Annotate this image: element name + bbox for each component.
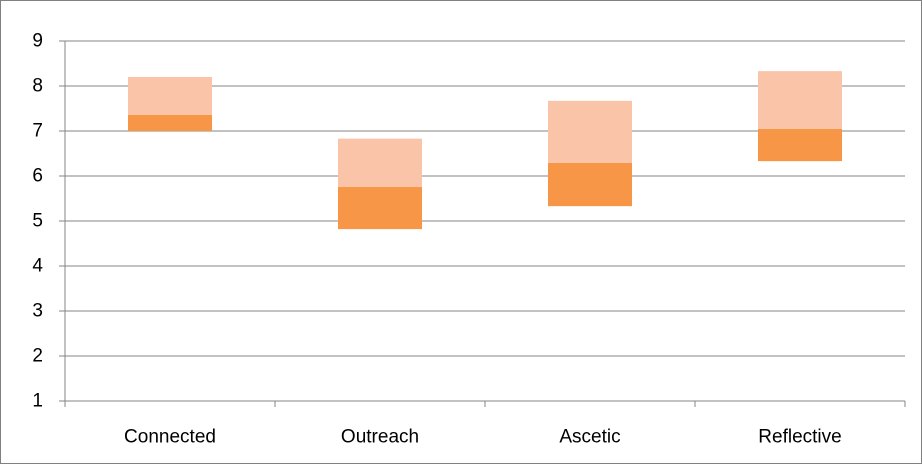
y-tick-label: 8 (32, 76, 43, 97)
x-tick-label: Connected (124, 427, 216, 448)
x-tick-label: Reflective (758, 427, 841, 448)
y-tick-label: 4 (32, 256, 43, 277)
bar-connected-lower (128, 114, 212, 131)
y-tick-label: 7 (32, 121, 43, 142)
bar-reflective-lower (758, 128, 842, 162)
y-tick-label: 2 (32, 346, 43, 367)
y-tick-label: 1 (32, 391, 43, 412)
bar-outreach-upper (338, 138, 422, 187)
axis-layer (59, 40, 906, 407)
bar-layer (128, 71, 842, 230)
bar-connected-upper (128, 77, 212, 115)
y-tick-label: 5 (32, 211, 43, 232)
label-layer: 1 2 3 4 5 6 7 8 9 Connected Outreach Ascetic Reflect… (32, 31, 841, 448)
bar-reflective-upper (758, 71, 842, 129)
bar-outreach-lower (338, 186, 422, 230)
bar-ascetic-lower (548, 162, 632, 207)
y-tick-label: 3 (32, 301, 43, 322)
y-tick-label: 9 (32, 31, 43, 52)
bar-ascetic-upper (548, 100, 632, 163)
x-tick-label: Outreach (341, 427, 419, 448)
y-tick-label: 6 (32, 166, 43, 187)
x-tick-label: Ascetic (559, 427, 620, 448)
